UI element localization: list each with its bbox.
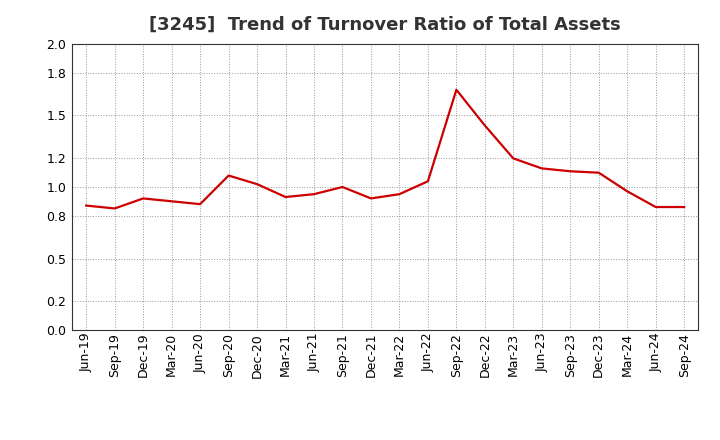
Title: [3245]  Trend of Turnover Ratio of Total Assets: [3245] Trend of Turnover Ratio of Total … (149, 16, 621, 34)
